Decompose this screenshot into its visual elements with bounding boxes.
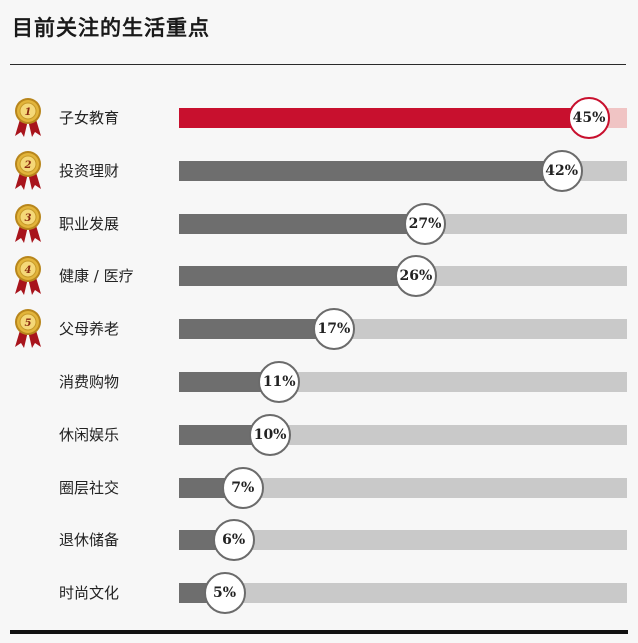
value-label: 26% [394,255,437,297]
value-label: 11% [258,361,301,403]
value-label: 6% [212,519,255,561]
medal-rank-number: 3 [25,213,32,224]
medal-icon: 1 [11,96,45,138]
data-bar [179,319,334,339]
medal-rank-number: 1 [25,107,32,118]
category-label: 健康 / 医疗 [59,267,134,285]
bar-track [179,530,627,550]
data-bar [179,161,562,181]
value-label: 7% [221,467,264,509]
bottom-divider [10,630,628,634]
medal-icon: 2 [11,149,45,191]
bar-track [179,478,627,498]
bar-track [179,425,627,445]
category-label: 消费购物 [59,373,120,391]
data-bar [179,425,271,445]
category-label: 休闲娱乐 [59,426,120,444]
data-bar [179,372,280,392]
value-label: 10% [249,414,292,456]
category-label: 圈层社交 [59,479,120,497]
medal-rank-number: 4 [25,265,32,276]
data-bar [179,108,589,128]
category-label: 父母养老 [59,320,120,338]
value-label: 27% [404,203,446,245]
chart-title: 目前关注的生活重点 [12,16,210,40]
data-bar [179,266,416,286]
medal-icon: 3 [11,202,45,244]
medal-rank-number: 2 [24,160,32,171]
value-label: 5% [203,572,246,614]
data-bar [179,214,425,234]
value-label: 45% [568,97,610,139]
value-label: 42% [540,150,583,192]
category-label: 职业发展 [59,215,120,233]
category-label: 退休储备 [59,531,120,549]
title-divider [10,64,626,65]
value-label: 17% [312,308,355,350]
category-label: 子女教育 [59,109,120,127]
medal-icon: 4 [11,254,45,296]
category-label: 投资理财 [59,162,120,180]
bar-track [179,583,627,603]
category-label: 时尚文化 [59,584,120,602]
medal-icon: 5 [11,307,45,349]
medal-rank-number: 5 [25,318,32,329]
